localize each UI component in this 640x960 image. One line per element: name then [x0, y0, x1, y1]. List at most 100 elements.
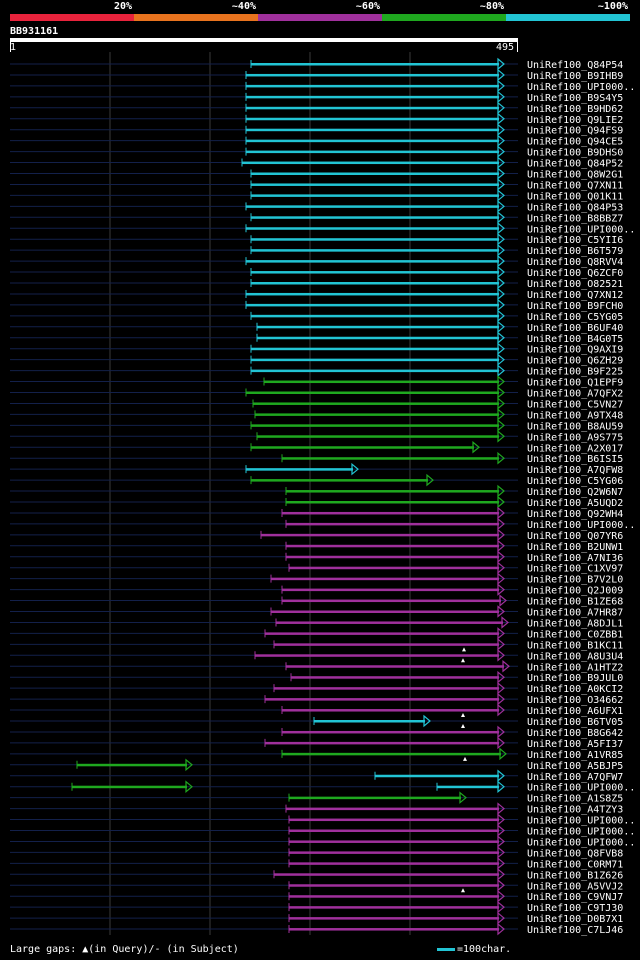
hit-label: UniRef100_UPI000.. [527, 520, 635, 531]
hit-bar [251, 216, 499, 219]
hit-arrow [497, 484, 505, 498]
hit-arrow [497, 451, 505, 465]
hit-label: UniRef100_C9VNJ7 [527, 892, 623, 903]
hit-bar [282, 752, 501, 756]
hit-bar [251, 479, 428, 482]
hit-label: UniRef100_A0KCI2 [527, 684, 623, 695]
hit-bar [251, 347, 499, 351]
ruler-end-label: 495 [496, 42, 515, 53]
hit-arrow [497, 670, 505, 684]
hit-bar [289, 862, 499, 865]
hit-label: UniRef100_Q94FS9 [527, 126, 623, 137]
hit-arrow [497, 145, 505, 158]
hit-arrow [497, 649, 505, 662]
scale-swatch [437, 947, 455, 951]
hit-arrow [497, 878, 505, 892]
hit-label: UniRef100_A1HTZ2 [527, 662, 623, 673]
query-id: BB931161 [10, 26, 59, 37]
hit-bar [375, 774, 499, 778]
hit-bar [246, 139, 499, 143]
hit-bar [286, 490, 499, 493]
hit-bar [251, 424, 499, 427]
hit-label: UniRef100_Q84P52 [527, 159, 623, 170]
hit-arrow [497, 681, 505, 695]
hit-label: UniRef100_Q2W6N7 [527, 487, 623, 498]
hit-bar [286, 544, 499, 548]
hit-bar [271, 577, 499, 581]
hit-bar [251, 183, 499, 186]
hit-arrow [497, 254, 505, 268]
hit-label: UniRef100_Q1EPF9 [527, 378, 623, 389]
hit-bar [257, 336, 499, 340]
hit-bar [271, 610, 499, 613]
hit-label: UniRef100_A7HR87 [527, 608, 623, 619]
hit-arrow [497, 79, 505, 93]
hit-arrow [497, 221, 505, 235]
hit-bar [246, 106, 499, 110]
hit-arrow [497, 528, 505, 542]
hit-label: UniRef100_O82521 [527, 279, 623, 290]
hit-label: UniRef100_UPI000.. [527, 783, 635, 794]
hit-bar [246, 292, 499, 296]
hit-label: UniRef100_B2UNW1 [527, 542, 623, 553]
hit-arrow [497, 101, 505, 115]
hit-bar [72, 785, 187, 789]
hit-arrow [497, 189, 505, 202]
hit-bar [282, 599, 501, 603]
query-gap-marker [461, 888, 465, 893]
hit-bar [251, 63, 499, 66]
hit-bar [251, 358, 499, 362]
hit-bar [265, 741, 499, 745]
hit-label: UniRef100_A5UQD2 [527, 498, 623, 509]
hit-arrow [497, 211, 505, 224]
hit-arrow [497, 68, 505, 82]
hit-label: UniRef100_B6T579 [527, 246, 623, 257]
hit-arrow [497, 802, 505, 815]
hit-bar [251, 271, 499, 274]
hit-label: UniRef100_B1Z626 [527, 870, 623, 881]
hit-label: UniRef100_A8U3U4 [527, 651, 623, 662]
hit-arrow [497, 900, 505, 914]
hit-arrow [497, 769, 505, 783]
hit-label: UniRef100_C5YII6 [527, 235, 623, 246]
hit-arrow [497, 506, 505, 520]
hit-label: UniRef100_B8BBZ7 [527, 213, 623, 224]
hit-arrow [497, 736, 505, 750]
hit-label: UniRef100_Q6ZH29 [527, 356, 623, 367]
hit-label: UniRef100_C5YG06 [527, 476, 623, 487]
hit-arrow [497, 375, 505, 388]
hit-bar [264, 380, 499, 384]
hit-arrow [497, 824, 505, 837]
hit-arrow [497, 342, 505, 355]
legend-swatch [506, 14, 630, 21]
hit-label: UniRef100_UPI000.. [527, 224, 635, 235]
hit-arrow [497, 780, 505, 793]
hit-label: UniRef100_B6ISI5 [527, 454, 623, 465]
hit-label: UniRef100_B6TV05 [527, 717, 623, 728]
hit-arrow [497, 550, 505, 564]
hit-arrow [497, 386, 505, 399]
hit-label: UniRef100_A9TX48 [527, 410, 623, 421]
hit-arrow [497, 430, 505, 443]
hit-bar [289, 917, 499, 920]
hit-bar [246, 117, 499, 121]
hit-bar [265, 632, 499, 635]
hit-label: UniRef100_Q9AXI9 [527, 345, 623, 356]
legend-label: 20% [113, 1, 132, 12]
hit-bar [257, 435, 499, 438]
hit-bar [246, 84, 499, 88]
hit-arrow [497, 725, 505, 739]
hit-label: UniRef100_A6UFX1 [527, 706, 623, 717]
hit-arrow [497, 331, 505, 345]
hit-label: UniRef100_O34662 [527, 695, 623, 706]
hit-arrow [497, 353, 505, 366]
hit-label: UniRef100_C0RM71 [527, 859, 623, 870]
hit-arrow [497, 539, 505, 553]
legend-swatch [10, 14, 134, 21]
hit-label: UniRef100_UPI000.. [527, 82, 635, 93]
hit-arrow [497, 408, 505, 421]
hit-label: UniRef100_Q6ZCF0 [527, 268, 623, 279]
query-gap-marker [463, 756, 467, 761]
hit-label: UniRef100_B9HD62 [527, 104, 623, 115]
